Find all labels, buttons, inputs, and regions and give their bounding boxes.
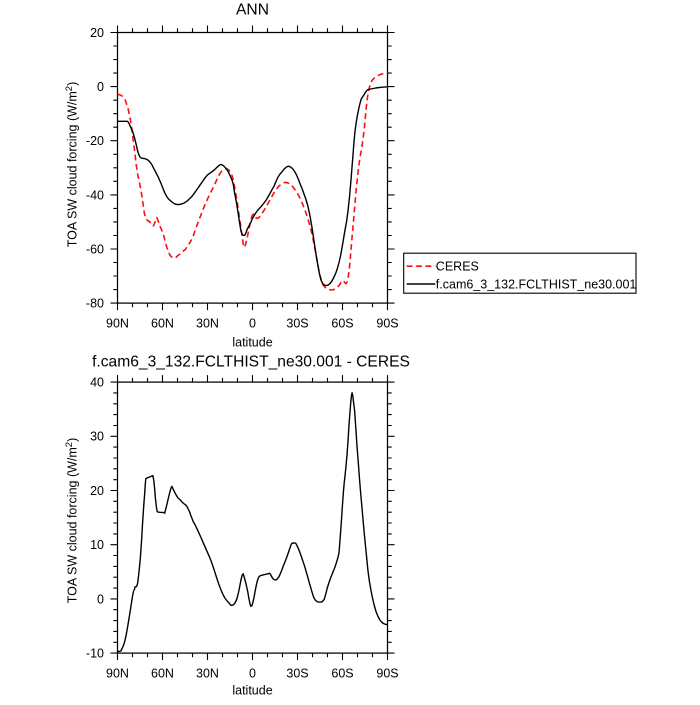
- svg-text:-40: -40: [86, 188, 104, 202]
- svg-text:60S: 60S: [331, 317, 353, 331]
- svg-text:ANN: ANN: [236, 2, 269, 19]
- svg-text:30: 30: [90, 430, 104, 444]
- svg-text:-60: -60: [86, 242, 104, 256]
- svg-text:0: 0: [97, 592, 104, 606]
- svg-text:f.cam6_3_132.FCLTHIST_ne30.001: f.cam6_3_132.FCLTHIST_ne30.001: [436, 278, 637, 292]
- svg-text:30N: 30N: [196, 317, 219, 331]
- svg-text:latitude: latitude: [232, 684, 272, 698]
- svg-text:-10: -10: [86, 647, 104, 661]
- svg-text:latitude: latitude: [232, 336, 272, 350]
- svg-text:10: 10: [90, 538, 104, 552]
- svg-text:CERES: CERES: [436, 260, 479, 274]
- svg-text:60S: 60S: [331, 667, 353, 681]
- svg-text:-80: -80: [86, 297, 104, 311]
- svg-text:30N: 30N: [196, 667, 219, 681]
- svg-text:20: 20: [90, 26, 104, 40]
- svg-text:90S: 90S: [376, 317, 398, 331]
- svg-text:90N: 90N: [106, 317, 129, 331]
- svg-text:90N: 90N: [106, 667, 129, 681]
- svg-text:TOA SW cloud forcing (W/m2): TOA SW cloud forcing (W/m2): [64, 438, 80, 604]
- svg-text:90S: 90S: [376, 667, 398, 681]
- svg-text:30S: 30S: [286, 667, 308, 681]
- svg-text:TOA SW cloud forcing (W/m2): TOA SW cloud forcing (W/m2): [64, 82, 80, 248]
- svg-text:f.cam6_3_132.FCLTHIST_ne30.001: f.cam6_3_132.FCLTHIST_ne30.001 - CERES: [92, 354, 410, 371]
- svg-text:0: 0: [97, 80, 104, 94]
- svg-text:-20: -20: [86, 134, 104, 148]
- svg-text:30S: 30S: [286, 317, 308, 331]
- svg-text:60N: 60N: [151, 667, 174, 681]
- svg-text:40: 40: [90, 376, 104, 390]
- svg-text:60N: 60N: [151, 317, 174, 331]
- svg-text:0: 0: [249, 667, 256, 681]
- svg-text:20: 20: [90, 484, 104, 498]
- svg-text:0: 0: [249, 317, 256, 331]
